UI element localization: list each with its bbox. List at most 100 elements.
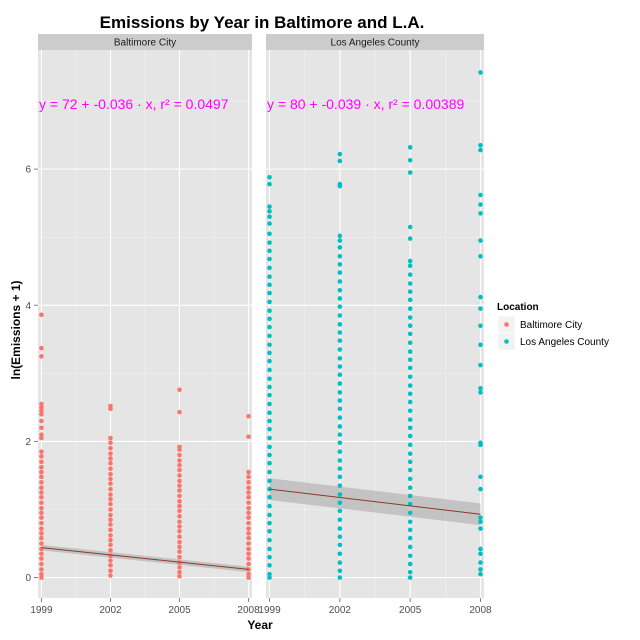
data-point [267, 299, 272, 305]
data-point [407, 399, 413, 405]
series-2008 [246, 413, 251, 580]
data-point [337, 233, 343, 239]
data-point [407, 442, 413, 448]
data-point [108, 512, 113, 518]
data-point [267, 435, 272, 441]
data-point [337, 500, 343, 505]
y-tick-label: 2 [25, 437, 31, 448]
data-point [337, 449, 343, 454]
data-point [267, 528, 272, 534]
data-point [267, 367, 272, 373]
x-tick-label: 1999 [258, 605, 281, 616]
data-point [177, 539, 182, 545]
data-point [337, 575, 343, 580]
data-point [337, 279, 343, 284]
data-point [246, 556, 251, 561]
data-point [39, 425, 44, 431]
data-point [246, 535, 251, 541]
data-point [177, 503, 182, 509]
data-point [108, 568, 113, 574]
data-point [337, 270, 343, 275]
data-point [478, 143, 483, 148]
data-point [246, 526, 251, 531]
data-point [108, 548, 113, 553]
data-point [246, 413, 251, 419]
data-point [39, 520, 44, 526]
data-point [177, 573, 182, 579]
data-point [267, 460, 272, 466]
data-point [177, 458, 182, 463]
data-point [407, 281, 413, 286]
data-point [267, 478, 272, 484]
data-point [177, 549, 182, 555]
data-point [337, 508, 343, 514]
data-point [39, 561, 44, 567]
data-point [39, 418, 44, 424]
data-point [337, 372, 343, 378]
data-point [267, 214, 272, 220]
data-point [337, 458, 343, 463]
data-point [108, 542, 113, 548]
data-point [337, 432, 343, 437]
strip-background [266, 34, 484, 50]
strip-label: Baltimore City [114, 38, 176, 49]
data-point [177, 467, 182, 473]
data-point [267, 231, 272, 237]
data-point [177, 488, 182, 493]
data-point [478, 486, 483, 492]
data-point [267, 290, 272, 296]
data-point [267, 274, 272, 279]
data-point [407, 315, 413, 320]
data-point [267, 520, 272, 526]
x-tick-label: 1999 [30, 605, 53, 616]
series-1999 [267, 174, 272, 580]
chart-title: Emissions by Year in Baltimore and L.A. [100, 13, 425, 32]
data-point [177, 514, 182, 519]
data-point [407, 263, 413, 269]
data-point [478, 390, 483, 395]
data-point [267, 333, 272, 339]
data-point [108, 406, 113, 412]
data-point [337, 158, 343, 164]
data-point [39, 469, 44, 475]
x-tick-label: 2002 [329, 605, 352, 616]
data-point [267, 248, 272, 254]
data-point [337, 406, 343, 412]
data-point [407, 569, 413, 575]
data-point [337, 398, 343, 403]
data-point [108, 533, 113, 538]
data-point [39, 575, 44, 580]
data-point [407, 157, 413, 163]
data-point [39, 535, 44, 541]
data-point [337, 364, 343, 369]
data-point [337, 253, 343, 259]
data-point [407, 340, 413, 346]
series-2002 [337, 151, 343, 580]
x-axis-title: Year [247, 618, 273, 632]
data-point [478, 551, 483, 557]
data-point [407, 289, 413, 294]
data-point [337, 183, 343, 189]
data-point [337, 440, 343, 446]
data-point [39, 345, 44, 351]
data-point [407, 561, 413, 567]
data-point [337, 534, 343, 540]
data-point [407, 349, 413, 354]
legend-key [504, 339, 509, 344]
data-point [267, 401, 272, 407]
data-point [39, 312, 44, 318]
data-point [407, 258, 413, 264]
data-point [337, 517, 343, 523]
data-point [267, 174, 272, 180]
data-point [177, 524, 182, 529]
data-point [478, 362, 483, 368]
data-point [337, 390, 343, 395]
data-point [108, 466, 113, 471]
data-point [177, 554, 182, 560]
data-point [267, 358, 272, 364]
data-point [246, 551, 251, 557]
data-point [407, 272, 413, 277]
data-point [267, 256, 272, 262]
data-point [267, 571, 272, 577]
data-point [39, 459, 44, 465]
